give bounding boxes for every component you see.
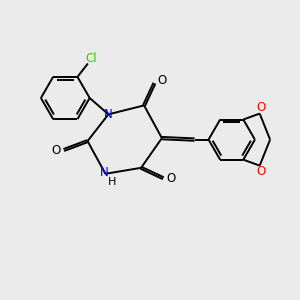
Text: O: O (256, 101, 266, 114)
Text: O: O (256, 165, 266, 178)
Text: O: O (166, 172, 176, 185)
Text: O: O (157, 74, 167, 87)
Text: Cl: Cl (85, 52, 97, 65)
Text: O: O (52, 143, 61, 157)
Text: H: H (108, 177, 116, 187)
Text: N: N (104, 108, 113, 121)
Text: N: N (100, 166, 108, 179)
